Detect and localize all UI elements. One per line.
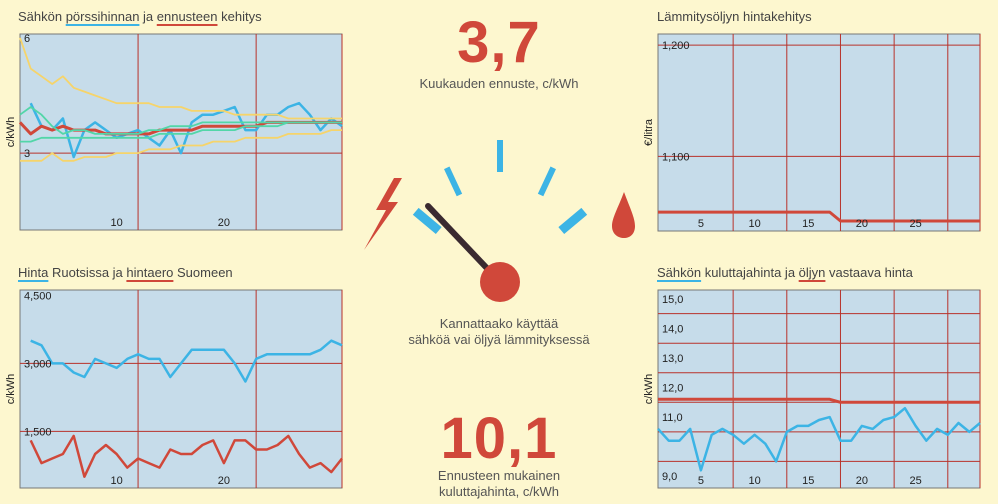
gauge-tick-0 [412,207,442,235]
plot-area [19,33,343,231]
x-tick-label: 15 [802,218,814,230]
plot-area [657,33,981,232]
x-tick-label: 25 [909,218,921,230]
x-tick-label: 10 [748,218,760,230]
y-axis-label: c/kWh [5,117,17,148]
x-tick-label: 5 [698,475,704,487]
x-tick-label: 10 [110,475,122,487]
lightning-icon [364,178,402,250]
y-tick-label: 6 [24,33,30,45]
series-line-0 [29,101,343,159]
x-tick-label: 20 [218,217,230,229]
series-line-0 [658,210,980,223]
x-tick-label: 10 [110,217,122,229]
y-tick-label: 3,000 [24,358,52,370]
y-tick-label: 14,0 [662,323,683,335]
title-part-2: ja [139,9,157,24]
title-part-2: öljyn [798,265,826,280]
series-line-4 [19,37,342,120]
y-axis-label: €/litra [643,118,655,146]
y-tick-label: 12,0 [662,383,683,395]
oil-drop-icon [612,192,635,238]
title-part-3: ennusteen [156,9,218,24]
y-tick-label: 1,100 [662,151,690,163]
forecast-value: 3,7 [457,10,541,75]
gauge-tick-1 [444,166,463,197]
question-line-2: sähköä vai öljyä lämmityksessä [408,332,590,347]
gauge-tick-4 [558,207,588,235]
y-tick-label: 9,0 [662,471,677,483]
gauge-hub [480,262,520,302]
series-line-1 [29,434,343,478]
x-tick-label: 20 [856,475,868,487]
title-part-3: vastaava hinta [825,265,913,280]
title-part-2: hintaero [126,265,174,280]
title-part-3: Suomeen [173,265,233,280]
y-tick-label: 4,500 [24,290,52,302]
gauge [364,140,635,302]
title-part-0: Hinta [18,265,49,280]
series-line-5 [20,129,342,162]
y-tick-label: 11,0 [662,412,683,424]
title-part-1: pörssihinnan [65,9,140,24]
panel-title-oil-price: Lämmitysöljyn hintakehitys [657,9,812,24]
title-part-0: Lämmitysöljyn hintakehitys [657,9,812,24]
y-tick-label: 15,0 [662,294,683,306]
series-line-0 [30,339,343,383]
y-tick-label: 1,500 [24,426,52,438]
consumer-caption-line-2: kuluttajahinta, c/kWh [439,484,559,499]
series-line-1 [657,406,981,472]
y-tick-label: 1,200 [662,40,690,52]
y-tick-label: 13,0 [662,353,683,365]
x-tick-label: 10 [748,475,760,487]
panel-title-spot-price: Sähkön pörssihinnan ja ennusteen kehitys [18,9,262,24]
series-line-3 [20,121,342,143]
consumer-caption-line-1: Ennusteen mukainen [437,468,561,483]
gauge-tick-3 [537,166,556,197]
consumer-price-caption: Ennusteen mukainen kuluttajahinta, c/kWh [349,468,649,500]
title-part-1: kuluttajahinta ja [701,265,799,280]
gauge-scale [412,140,588,235]
x-tick-label: 15 [802,475,814,487]
x-tick-label: 25 [909,475,921,487]
y-axis-label: c/kWh [643,374,655,405]
plot-area [657,289,981,489]
series-line-0 [658,397,980,404]
y-tick-label: 3 [24,148,30,160]
panel-title-consumer-price: Sähkön kuluttajahinta ja öljyn vastaava … [657,265,913,280]
x-tick-label: 20 [218,475,230,487]
question-text: Kannattaako käyttää sähköä vai öljyä läm… [349,316,649,348]
x-tick-label: 20 [856,218,868,230]
consumer-price-value: 10,1 [440,406,558,471]
title-part-0: Sähkön [18,9,66,24]
title-part-4: kehitys [217,9,262,24]
forecast-caption: Kuukauden ennuste, c/kWh [419,76,579,91]
title-part-0: Sähkön [657,265,702,280]
title-part-1: Ruotsissa ja [48,265,127,280]
panel-title-sweden-price: Hinta Ruotsissa ja hintaero Suomeen [18,265,233,280]
y-axis-label: c/kWh [5,374,17,405]
x-tick-label: 5 [698,218,704,230]
question-line-1: Kannattaako käyttää [439,316,559,331]
